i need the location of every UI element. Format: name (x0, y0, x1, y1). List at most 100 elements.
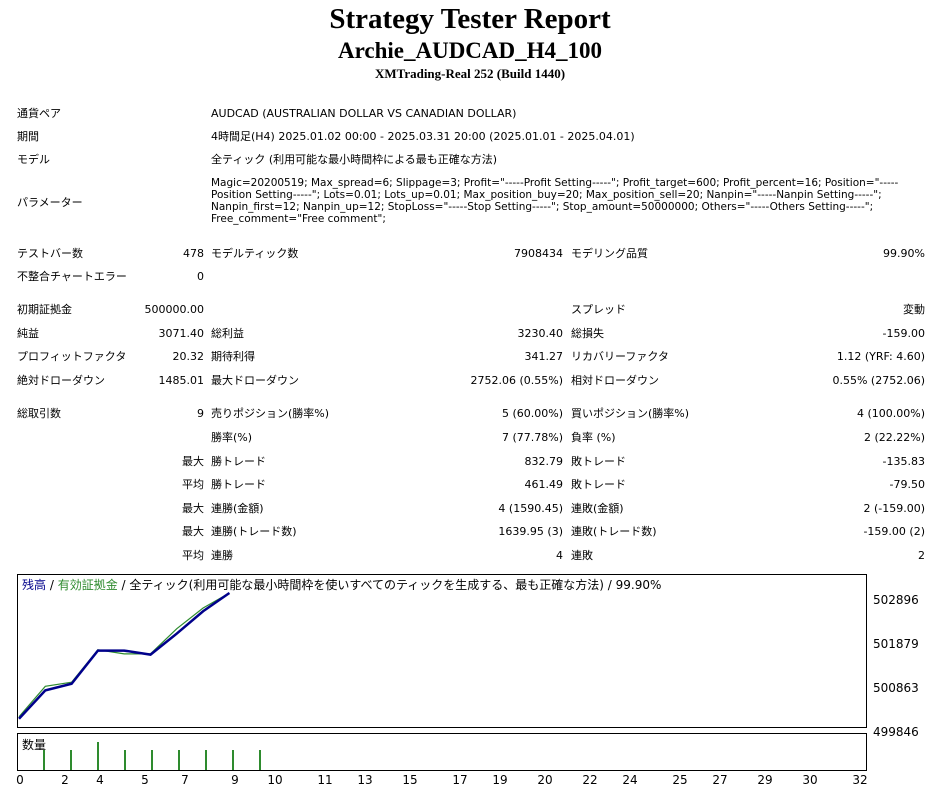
trades-value: 9 (197, 407, 204, 420)
x-tick-label: 24 (622, 773, 638, 787)
x-tick-label: 10 (267, 773, 283, 787)
net-label: 純益 (17, 327, 39, 340)
rel-dd-value: 0.55% (2752.06) (832, 374, 925, 387)
short-label: 売りポジション(勝率%) (211, 407, 330, 420)
spread-label: スプレッド (571, 303, 626, 316)
report-header: Strategy Tester Report Archie_AUDCAD_H4_… (0, 0, 940, 82)
period-value: 4時間足(H4) 2025.01.02 00:00 - 2025.03.31 2… (211, 130, 635, 143)
legend-rest: / 全ティック(利用可能な最小時間枠を使いすべてのティックを生成する、最も正確な… (117, 578, 662, 592)
cons-win-cnt-value: 1639.95 (3) (498, 525, 563, 538)
long-label: 買いポジション(勝率%) (571, 407, 690, 420)
short-value: 5 (60.00%) (501, 407, 563, 420)
x-tick-label: 32 (852, 773, 868, 787)
avg-win-label: 勝トレード (211, 478, 266, 491)
x-tick-label: 0 (16, 773, 24, 787)
volume-chart-plot (43, 742, 261, 770)
x-tick-label: 27 (712, 773, 728, 787)
report-title: Strategy Tester Report (329, 3, 611, 35)
volume-bar (259, 750, 261, 770)
lossrate-value: 2 (22.22%) (863, 431, 925, 444)
cons-loss-amt-label: 連敗(金額) (571, 502, 624, 515)
net-value: 3071.40 (158, 327, 205, 340)
volume-bar (70, 750, 72, 770)
long-value: 4 (100.00%) (856, 407, 925, 420)
volume-label: 数量 (22, 738, 47, 752)
volume-bar (43, 750, 45, 770)
bars-value: 478 (183, 247, 204, 260)
max-win-label: 勝トレード (211, 455, 266, 468)
x-tick-label: 22 (582, 773, 598, 787)
equity-line (18, 592, 230, 718)
volume-bar (178, 750, 180, 770)
volume-chart: 数量 (17, 733, 867, 771)
recovery-value: 1.12 (YRF: 4.60) (836, 350, 925, 363)
avg-cons-win-label: 連勝 (211, 549, 233, 562)
winrate-label: 勝率(%) (211, 431, 253, 444)
max-loss-label: 敗トレード (571, 455, 626, 468)
gross-profit-label: 総利益 (211, 327, 244, 340)
server-info: XMTrading-Real 252 (Build 1440) (374, 66, 566, 81)
max-prefix: 最大 (182, 455, 204, 468)
trades-label: 総取引数 (17, 407, 61, 420)
params-label: パラメーター (17, 196, 83, 209)
gross-loss-value: -159.00 (882, 327, 925, 340)
abs-dd-label: 絶対ドローダウン (17, 374, 105, 387)
cons-win-amt-label: 連勝(金額) (211, 502, 264, 515)
max-loss-value: -135.83 (882, 455, 925, 468)
y-tick-label: 499846 (873, 725, 919, 739)
avg-cons-loss-label: 連敗 (571, 549, 593, 562)
pf-value: 20.32 (172, 350, 205, 363)
period-label: 期間 (17, 130, 39, 143)
avg-win-value: 461.49 (524, 478, 564, 491)
deposit-label: 初期証拠金 (17, 303, 72, 316)
volume-bar (232, 750, 234, 770)
cons-loss-cnt-label: 連敗(トレード数) (571, 525, 657, 538)
x-tick-label: 20 (537, 773, 553, 787)
balance-chart: 残高 / 有効証拠金 / 全ティック(利用可能な最小時間枠を使いすべてのティック… (17, 574, 867, 728)
x-tick-label: 11 (317, 773, 333, 787)
y-tick-label: 501879 (873, 637, 919, 651)
x-tick-label: 30 (802, 773, 818, 787)
report-subtitle: Archie_AUDCAD_H4_100 (337, 38, 603, 63)
cons-win-cnt-label: 連勝(トレード数) (211, 525, 297, 538)
winrate-value: 7 (77.78%) (501, 431, 563, 444)
x-tick-label: 7 (181, 773, 189, 787)
x-tick-label: 4 (96, 773, 104, 787)
chart-legend: 残高 / 有効証拠金 / 全ティック(利用可能な最小時間枠を使いすべてのティック… (22, 577, 661, 593)
quality-value: 99.90% (883, 247, 925, 260)
x-tick-label: 15 (402, 773, 418, 787)
volume-bar (205, 750, 207, 770)
x-tick-label: 25 (672, 773, 688, 787)
max-dd-label: 最大ドローダウン (211, 374, 299, 387)
expected-label: 期待利得 (211, 350, 255, 363)
y-tick-label: 500863 (873, 681, 919, 695)
mismatch-label: 不整合チャートエラー (17, 270, 127, 283)
quality-label: モデリング品質 (571, 247, 648, 260)
gross-loss-label: 総損失 (571, 327, 604, 340)
rel-dd-label: 相対ドローダウン (571, 374, 659, 387)
ticks-label: モデルティック数 (211, 247, 299, 260)
legend-balance: 残高 (22, 578, 47, 592)
avg-cons-loss-value: 2 (918, 549, 925, 562)
cons-win-amt-value: 4 (1590.45) (498, 502, 563, 515)
volume-bar (97, 742, 99, 770)
x-tick-label: 2 (61, 773, 69, 787)
mismatch-value: 0 (197, 270, 204, 283)
max-win-value: 832.79 (524, 455, 564, 468)
cons-loss-amt-value: 2 (-159.00) (863, 502, 925, 515)
legend-equity: 有効証拠金 (57, 578, 118, 592)
x-tick-label: 5 (141, 773, 149, 787)
x-tick-label: 9 (231, 773, 239, 787)
deposit-value: 500000.00 (144, 303, 205, 316)
x-tick-label: 17 (452, 773, 468, 787)
model-value: 全ティック (利用可能な最小時間枠による最も正確な方法) (211, 153, 498, 166)
legend-sep: / (46, 578, 58, 592)
recovery-label: リカバリーファクタ (571, 350, 669, 363)
avg-cons-win-value: 4 (556, 549, 563, 562)
volume-bar (151, 750, 153, 770)
params-value: Magic=20200519; Max_spread=6; Slippage=3… (211, 177, 899, 225)
cons-loss-cnt-value: -159.00 (2) (863, 525, 925, 538)
max-prefix-3: 最大 (182, 525, 204, 538)
bars-label: テストバー数 (17, 247, 83, 260)
max-dd-value: 2752.06 (0.55%) (470, 374, 563, 387)
